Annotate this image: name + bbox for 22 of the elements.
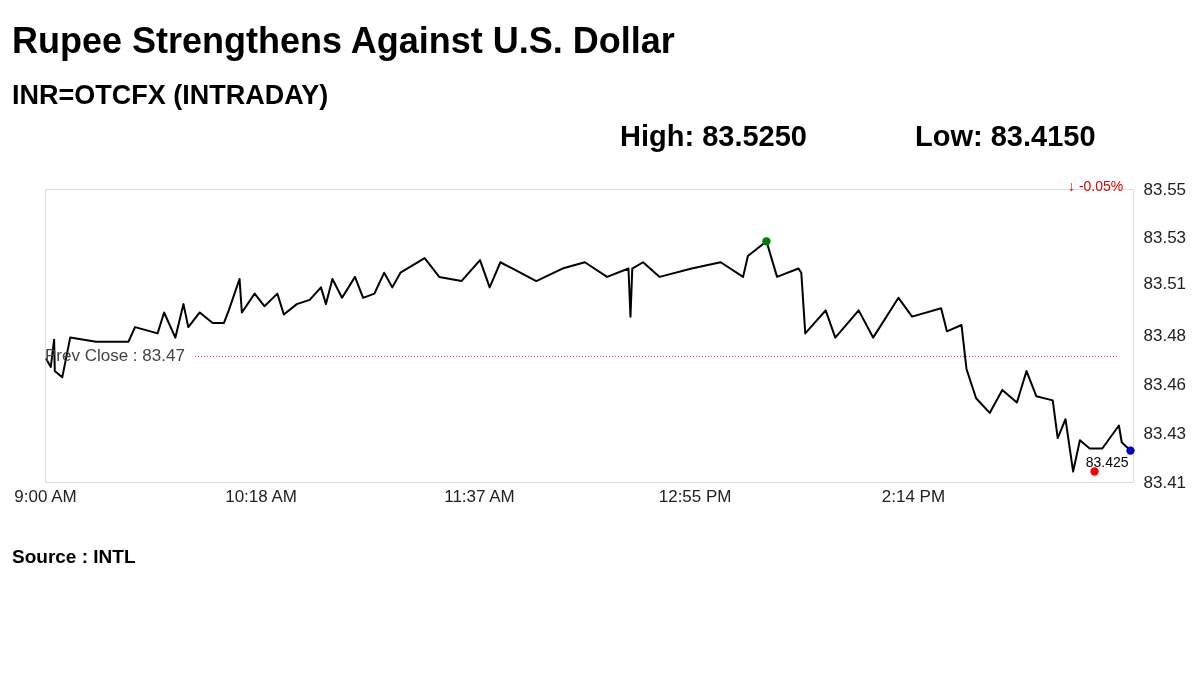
x-tick-label: 11:37 AM [444,486,515,506]
y-tick-label: 83.41 [1143,472,1187,492]
y-tick-label: 83.53 [1143,228,1187,248]
point [1126,446,1135,455]
y-tick-label: 83.48 [1143,326,1187,345]
x-tick-label: 10:18 AM [225,486,298,506]
y-tick-label: 83.55 [1143,179,1187,199]
source-note: Source : INTL [12,546,136,567]
chart-subtitle: INR=OTCFX (INTRADAY) [12,80,329,110]
point [762,237,771,246]
chart-title: Rupee Strengthens Against U.S. Dollar [12,20,675,61]
text: High: 83.5250 [620,120,807,152]
x-tick-label: 2:14 PM [881,486,946,506]
x-tick-label: 12:55 PM [658,486,732,506]
y-tick-label: 83.51 [1143,273,1187,293]
x-tick-label: 9:00 AM [14,486,77,506]
text: Low: 83.4150 [915,120,1096,152]
y-tick-label: 83.43 [1143,423,1187,443]
annotation: ↓ -0.05% [1068,178,1124,194]
y-tick-label: 83.46 [1143,374,1187,394]
annotation: 83.425 [1085,453,1129,470]
point [1090,467,1099,476]
